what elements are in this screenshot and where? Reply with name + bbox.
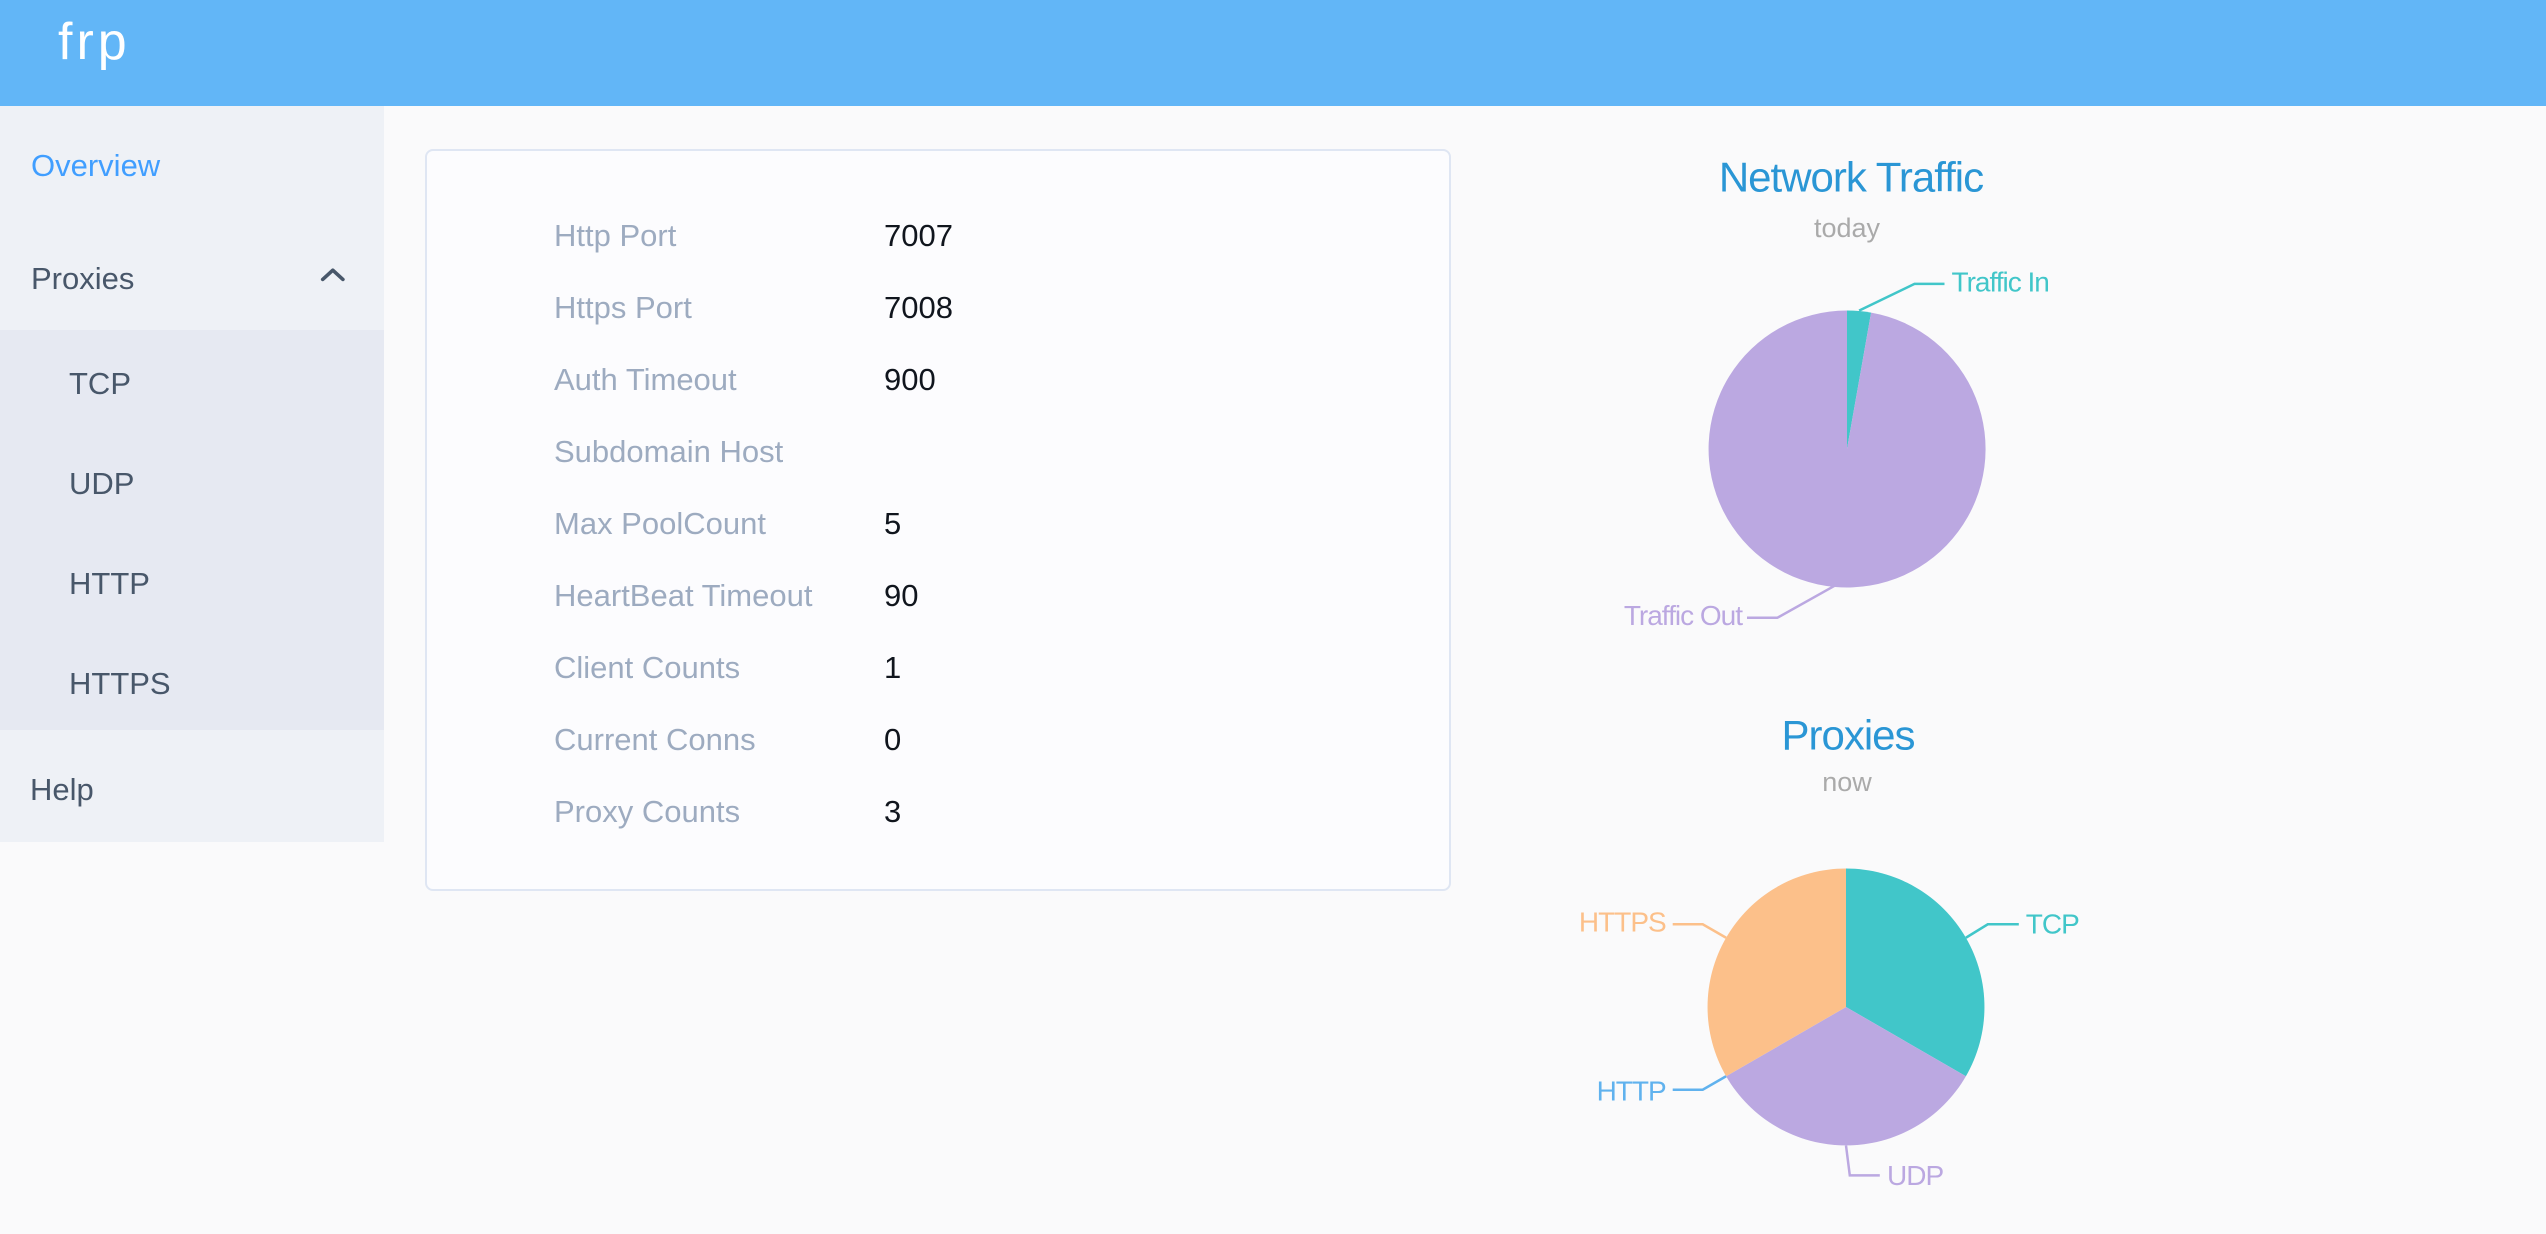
svg-text:Traffic In: Traffic In	[1952, 267, 2049, 298]
svg-text:Proxies: Proxies	[1781, 712, 1914, 759]
svg-text:HTTP: HTTP	[1597, 1076, 1666, 1107]
svg-text:today: today	[1814, 213, 1881, 243]
svg-text:TCP: TCP	[2026, 909, 2079, 940]
svg-text:Traffic Out: Traffic Out	[1624, 600, 1743, 631]
svg-text:UDP: UDP	[1887, 1160, 1943, 1191]
svg-text:now: now	[1822, 767, 1872, 797]
svg-text:Network Traffic: Network Traffic	[1719, 154, 1983, 201]
svg-text:HTTPS: HTTPS	[1579, 907, 1666, 938]
